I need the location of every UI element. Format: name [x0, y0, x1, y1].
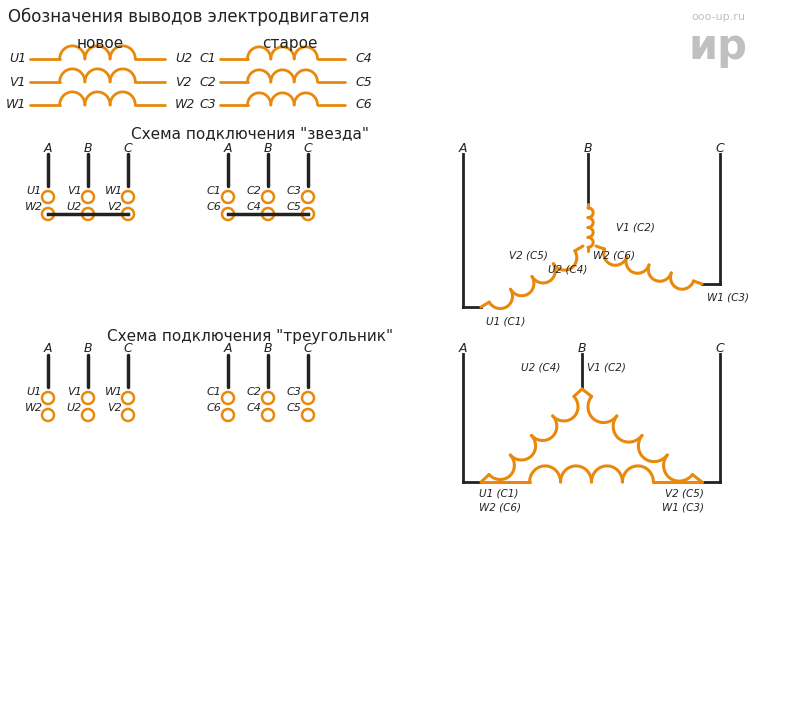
Text: новое: новое [76, 36, 124, 51]
Text: A: A [458, 142, 467, 154]
Text: C6: C6 [206, 202, 222, 212]
Text: C3: C3 [286, 387, 302, 397]
Text: A: A [224, 142, 232, 154]
Text: V1: V1 [66, 186, 82, 196]
Text: C1: C1 [206, 387, 222, 397]
Text: U2: U2 [66, 403, 82, 413]
Text: C2: C2 [199, 75, 216, 89]
Text: A: A [44, 343, 52, 356]
Text: Схема подключения "треугольник": Схема подключения "треугольник" [107, 329, 393, 344]
Text: U1: U1 [26, 186, 42, 196]
Text: C: C [304, 142, 312, 154]
Text: C2: C2 [246, 387, 262, 397]
Text: ooo-up.ru: ooo-up.ru [691, 12, 745, 22]
Text: C6: C6 [206, 403, 222, 413]
Text: Обозначения выводов электродвигателя: Обозначения выводов электродвигателя [8, 8, 370, 26]
Text: W1 (C3): W1 (C3) [707, 293, 749, 303]
Text: W2 (C6): W2 (C6) [479, 502, 521, 512]
Text: C2: C2 [246, 186, 262, 196]
Text: W2: W2 [25, 202, 43, 212]
Text: V1 (C2): V1 (C2) [616, 222, 655, 232]
Text: V2: V2 [175, 75, 191, 89]
Text: W1 (C3): W1 (C3) [662, 502, 704, 512]
Text: ир: ир [689, 26, 747, 68]
Text: W1: W1 [6, 99, 26, 111]
Text: W2: W2 [175, 99, 195, 111]
Text: C: C [304, 343, 312, 356]
Text: C: C [124, 343, 132, 356]
Text: C4: C4 [246, 202, 262, 212]
Text: C1: C1 [199, 53, 216, 65]
Text: U2 (C4): U2 (C4) [548, 264, 588, 274]
Text: старое: старое [262, 36, 318, 51]
Text: A: A [458, 341, 467, 355]
Text: U1 (C1): U1 (C1) [479, 489, 518, 499]
Text: C: C [716, 341, 724, 355]
Text: B: B [264, 142, 272, 154]
Text: B: B [584, 142, 592, 154]
Text: W2 (C6): W2 (C6) [593, 251, 635, 261]
Text: U2 (C4): U2 (C4) [521, 362, 560, 372]
Text: C3: C3 [199, 99, 216, 111]
Text: U1: U1 [26, 387, 42, 397]
Text: B: B [84, 343, 92, 356]
Text: V1: V1 [66, 387, 82, 397]
Text: Схема подключения "звезда": Схема подключения "звезда" [131, 126, 369, 141]
Text: C4: C4 [246, 403, 262, 413]
Text: C: C [124, 142, 132, 154]
Text: V2 (C5): V2 (C5) [509, 251, 548, 261]
Text: V1: V1 [10, 75, 26, 89]
Text: C: C [716, 142, 724, 154]
Text: A: A [44, 142, 52, 154]
Text: C5: C5 [286, 403, 302, 413]
Text: W2: W2 [25, 403, 43, 413]
Text: W1: W1 [105, 186, 123, 196]
Text: V2 (C5): V2 (C5) [665, 489, 704, 499]
Text: V1 (C2): V1 (C2) [587, 362, 626, 372]
Text: U1 (C1): U1 (C1) [486, 316, 526, 326]
Text: C5: C5 [286, 202, 302, 212]
Text: A: A [224, 343, 232, 356]
Text: C1: C1 [206, 186, 222, 196]
Text: C3: C3 [286, 186, 302, 196]
Text: U1: U1 [9, 53, 26, 65]
Text: C5: C5 [355, 75, 372, 89]
Text: V2: V2 [106, 202, 122, 212]
Text: B: B [578, 341, 586, 355]
Text: B: B [84, 142, 92, 154]
Text: C6: C6 [355, 99, 372, 111]
Text: U2: U2 [175, 53, 192, 65]
Text: W1: W1 [105, 387, 123, 397]
Text: B: B [264, 343, 272, 356]
Text: C4: C4 [355, 53, 372, 65]
Text: V2: V2 [106, 403, 122, 413]
Text: U2: U2 [66, 202, 82, 212]
